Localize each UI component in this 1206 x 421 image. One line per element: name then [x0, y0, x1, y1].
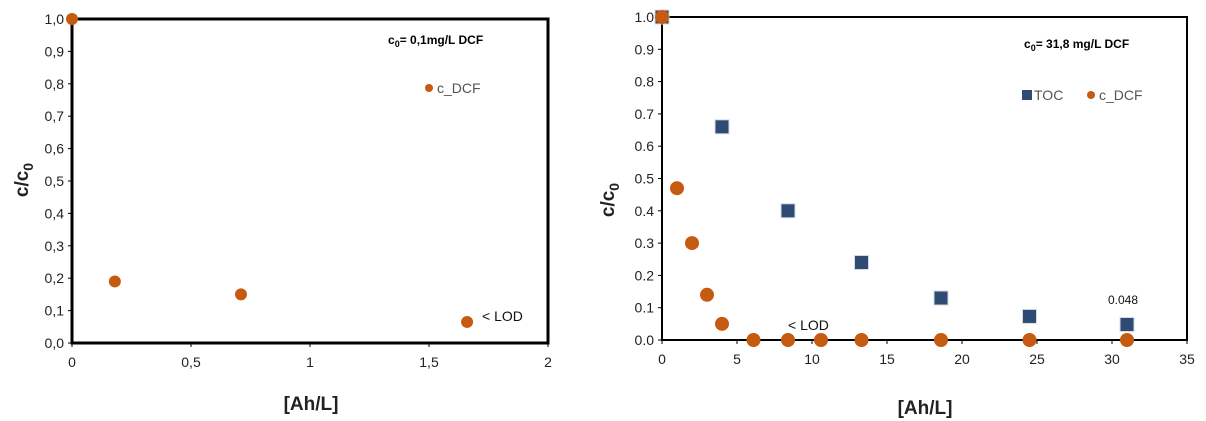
y-tick-label: 0.0	[635, 332, 655, 348]
annotation-label: 0.048	[1108, 293, 1138, 307]
legend-marker-c-dcf	[1087, 91, 1095, 99]
y-tick-label: 0,5	[45, 173, 65, 189]
y-tick-label: 0,3	[45, 238, 65, 254]
y-tick-label: 0,9	[45, 43, 65, 59]
legend-marker-c-dcf	[425, 84, 433, 92]
condition-label: c0= 31,8 mg/L DCF	[1024, 37, 1129, 53]
legend-marker-toc	[1022, 90, 1032, 100]
data-point-c-dcf	[108, 275, 121, 288]
data-point-c-dcf	[934, 333, 948, 347]
data-point-c-dcf	[715, 316, 729, 331]
data-point-toc	[1119, 316, 1135, 332]
data-point-c-dcf	[1120, 333, 1134, 347]
data-point-c-dcf	[234, 288, 247, 301]
data-point-toc	[780, 203, 796, 219]
data-point-toc	[854, 254, 869, 270]
chart-left: c0= 0,1mg/L DCF c/c0 [Ah/L] 0,0 0,1 0,2 0,3…	[0, 0, 580, 421]
legend-label: c_DCF	[437, 80, 481, 96]
x-tick-label: 30	[1104, 351, 1120, 367]
x-tick-label: 0	[68, 354, 76, 370]
data-point-c-dcf	[854, 333, 869, 347]
y-tick-label: 0.9	[635, 41, 655, 57]
y-tick-label: 1.0	[635, 9, 655, 25]
y-tick-label: 0,7	[45, 108, 65, 124]
x-tick-label: 20	[954, 351, 970, 367]
x-tick-label: 2	[544, 354, 552, 370]
annotation-label: < LOD	[788, 317, 829, 333]
y-tick-label: 0.2	[635, 267, 655, 283]
chart-right-svg: c0= 31,8 mg/L DCF c/c0 [Ah/L] 0.0 0.1 0.2 0…	[598, 9, 1195, 419]
y-tick-label: 0.5	[635, 171, 655, 187]
legend-label: TOC	[1034, 87, 1063, 103]
x-tick-label: 25	[1029, 351, 1045, 367]
y-tick-label: 0,0	[45, 335, 65, 351]
y-tick-label: 0.3	[635, 235, 655, 251]
data-point-toc	[1022, 308, 1037, 324]
data-point-toc	[933, 290, 949, 306]
x-tick-label: 10	[804, 351, 820, 367]
x-tick-label: 0	[658, 351, 666, 367]
y-tick-label: 0.6	[635, 138, 655, 154]
data-point-c-dcf	[655, 10, 669, 24]
chart-left-svg: c0= 0,1mg/L DCF c/c0 [Ah/L] 0,0 0,1 0,2 0,3…	[12, 11, 552, 415]
y-tick-label: 1,0	[45, 11, 65, 27]
y-tick-label: 0,4	[45, 205, 65, 221]
y-tick-label: 0,6	[45, 141, 65, 157]
data-point-c-dcf	[670, 181, 684, 196]
chart-right: c0= 31,8 mg/L DCF c/c0 [Ah/L] 0.0 0.1 0.2 0…	[590, 0, 1206, 421]
data-point-c-dcf	[66, 13, 78, 25]
y-tick-label: 0.8	[635, 74, 655, 90]
x-tick-label: 35	[1179, 351, 1195, 367]
data-point-c-dcf	[461, 315, 474, 328]
data-point-c-dcf	[700, 287, 714, 302]
y-tick-label: 0,2	[45, 270, 65, 286]
y-axis-title: c/c0	[12, 163, 36, 197]
x-tick-label: 15	[879, 351, 895, 367]
y-tick-label: 0,1	[45, 303, 65, 319]
x-tick-label: 0,5	[181, 354, 201, 370]
x-axis-title: [Ah/L]	[284, 394, 339, 415]
condition-label: c0= 0,1mg/L DCF	[388, 33, 483, 49]
x-tick-label: 1,5	[419, 354, 439, 370]
data-point-c-dcf	[746, 333, 761, 347]
x-tick-label: 1	[306, 354, 314, 370]
plot-frame	[661, 16, 1188, 341]
data-point-c-dcf	[1022, 333, 1037, 347]
y-tick-label: 0.4	[635, 203, 655, 219]
x-tick-label: 5	[733, 351, 741, 367]
data-point-c-dcf	[781, 333, 795, 347]
y-tick-label: 0.1	[635, 300, 655, 316]
legend-label: c_DCF	[1099, 87, 1143, 103]
y-tick-label: 0.7	[635, 106, 655, 122]
data-point-toc	[714, 119, 730, 135]
y-axis-title: c/c0	[598, 183, 622, 217]
y-tick-label: 0,8	[45, 76, 65, 92]
x-axis-title: [Ah/L]	[898, 398, 953, 419]
data-point-c-dcf	[814, 333, 828, 347]
plot-frame	[70, 17, 550, 345]
annotation-label: < LOD	[482, 308, 523, 324]
data-point-c-dcf	[685, 236, 699, 251]
